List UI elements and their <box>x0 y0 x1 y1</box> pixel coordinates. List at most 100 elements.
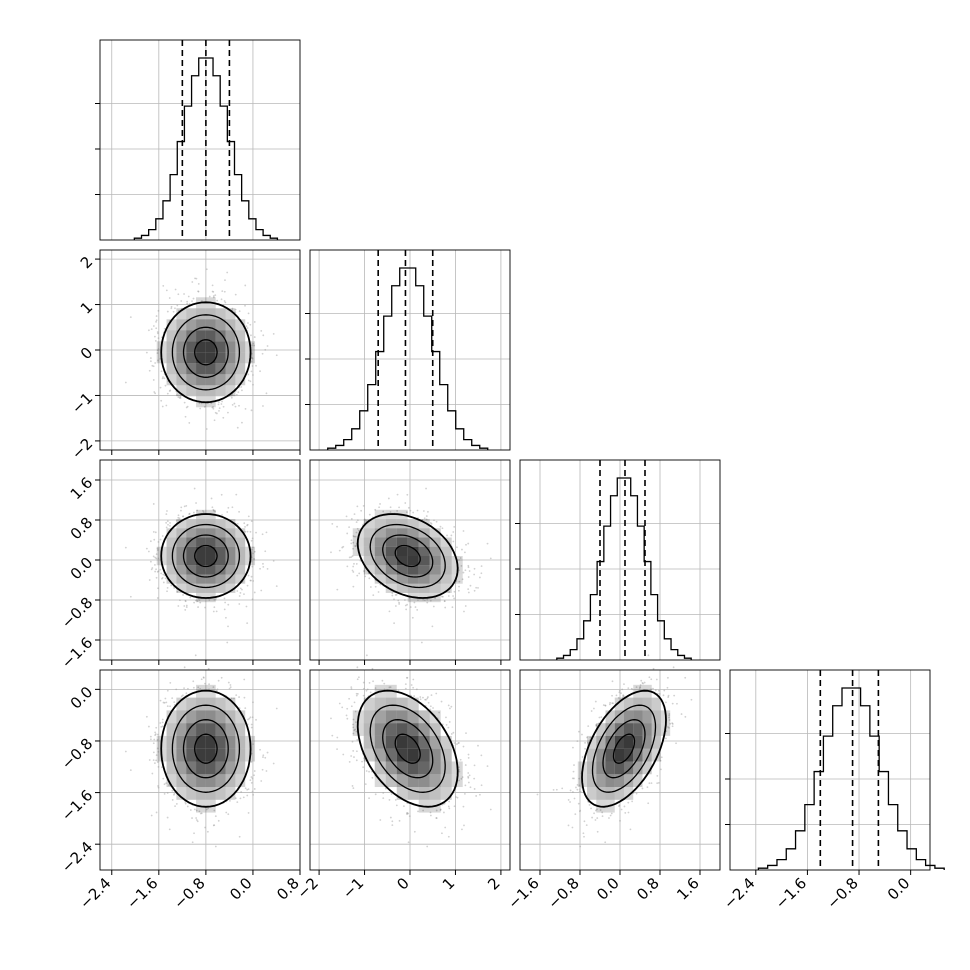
scatter-point <box>249 380 252 383</box>
scatter-point <box>398 603 401 605</box>
scatter-point <box>224 279 226 282</box>
scatter-point <box>159 568 162 571</box>
density-cell <box>186 565 197 575</box>
density-cell <box>407 537 419 547</box>
scatter-point <box>250 782 253 784</box>
scatter-point <box>253 336 256 338</box>
scatter-point <box>348 526 351 529</box>
scatter-point <box>251 716 254 719</box>
density-cell <box>196 519 206 529</box>
scatter-point <box>396 493 399 496</box>
scatter-point <box>215 610 218 613</box>
density-cell <box>166 556 177 566</box>
scatter-point <box>185 504 188 507</box>
scatter-point <box>250 360 253 363</box>
scatter-point <box>145 547 148 550</box>
scatter-point <box>404 604 407 607</box>
scatter-point <box>261 533 264 536</box>
density-cell <box>235 352 246 364</box>
scatter-point <box>458 585 460 588</box>
scatter-point <box>237 391 240 394</box>
scatter-point <box>238 603 241 605</box>
density-cell <box>440 556 452 566</box>
density-cell <box>176 374 187 386</box>
scatter-point <box>266 567 269 570</box>
scatter-point <box>411 616 414 619</box>
scatter-point <box>443 600 446 603</box>
scatter-point <box>157 541 160 543</box>
scatter-point <box>451 606 454 609</box>
scatter-point <box>222 416 225 419</box>
scatter-point <box>155 568 157 571</box>
scatter-point <box>183 293 185 295</box>
scatter-point <box>391 594 394 597</box>
scatter-point <box>154 335 156 338</box>
scatter-point <box>244 407 247 410</box>
scatter-point <box>473 589 476 592</box>
scatter-point <box>188 422 191 424</box>
density-cell <box>186 537 197 547</box>
scatter-point <box>184 609 187 611</box>
density-cell <box>196 352 206 364</box>
density-cell <box>225 374 236 386</box>
scatter-point <box>165 289 168 292</box>
scatter-point <box>152 555 155 558</box>
scatter-point <box>350 518 353 520</box>
scatter-point <box>467 576 470 578</box>
scatter-point <box>238 510 240 513</box>
scatter-point <box>157 786 160 789</box>
density-cell <box>440 565 452 575</box>
scatter-point <box>173 792 176 795</box>
scatter-point <box>189 596 192 599</box>
scatter-point <box>214 411 217 414</box>
scatter-point <box>236 590 239 592</box>
scatter-point <box>227 681 230 684</box>
scatter-point <box>262 562 264 565</box>
panel-frame <box>309 249 511 451</box>
scatter-point <box>261 352 264 355</box>
density-cell <box>374 537 386 547</box>
density-cell <box>176 319 187 331</box>
scatter-point <box>246 327 249 329</box>
scatter-point <box>155 319 158 322</box>
scatter-point <box>431 625 434 628</box>
scatter-point <box>185 604 188 607</box>
scatter-point <box>362 504 365 507</box>
scatter-point <box>252 383 254 386</box>
scatter-point <box>168 297 171 299</box>
scatter-point <box>166 520 169 523</box>
scatter-point <box>193 487 196 490</box>
scatter-point <box>252 374 254 376</box>
scatter-point <box>444 606 447 609</box>
scatter-point <box>275 354 278 357</box>
density-cell <box>385 556 397 566</box>
density-cell <box>196 556 206 566</box>
scatter-point <box>368 513 371 516</box>
scatter-point <box>154 564 156 566</box>
density-cell <box>166 341 177 353</box>
scatter-point <box>222 405 225 408</box>
scatter-point <box>356 519 359 522</box>
scatter-point <box>152 751 155 754</box>
density-cell <box>186 363 197 375</box>
scatter-point <box>152 503 155 505</box>
scatter-point <box>156 332 159 335</box>
scatter-point <box>214 294 217 297</box>
scatter-point <box>238 595 241 597</box>
scatter-point <box>212 610 215 613</box>
scatter-point <box>245 325 248 328</box>
scatter-point <box>177 514 180 517</box>
scatter-point <box>184 415 187 418</box>
scatter-point <box>155 320 157 323</box>
scatter-point <box>457 589 460 592</box>
scatter-point <box>227 603 230 606</box>
scatter-point <box>192 297 195 300</box>
scatter-point <box>249 530 252 533</box>
density-cell <box>429 574 441 584</box>
scatter-point <box>217 401 220 404</box>
scatter-point <box>183 401 186 404</box>
scatter-point <box>364 575 367 578</box>
scatter-point <box>414 606 417 608</box>
scatter-point <box>197 282 200 285</box>
